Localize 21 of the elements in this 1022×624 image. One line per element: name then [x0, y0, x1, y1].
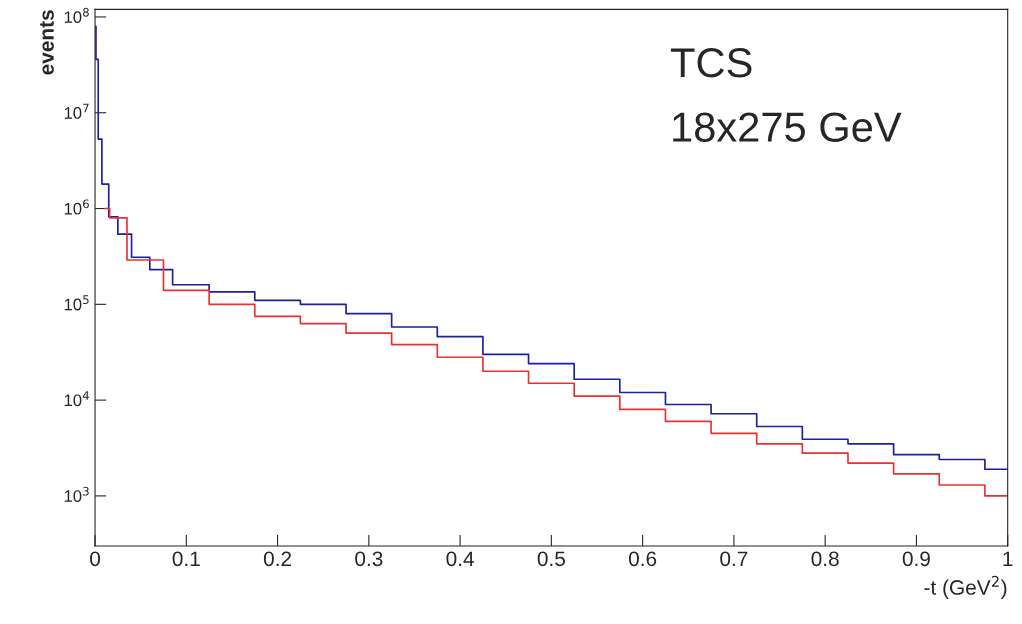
x-tick-label: 1 [1003, 551, 1013, 566]
y-axis-title: events [40, 10, 54, 75]
x-tick-label: 0.8 [811, 551, 839, 567]
x-tick-label: 0 [90, 551, 101, 567]
annotation: 18x275 GeV [673, 112, 902, 142]
x-tick-label: 0.1 [172, 551, 200, 567]
x-tick-label: 0.2 [263, 551, 292, 567]
y-tick-label: 10$^{4}$ [64, 391, 89, 407]
x-tick-label: 0.3 [355, 551, 383, 567]
y-tick-label: 10$^{5}$ [64, 295, 89, 311]
x-tick-label: 0.7 [720, 551, 748, 567]
y-tick-label: 10$^{8}$ [64, 7, 89, 24]
y-tick-label: 10$^{3}$ [64, 486, 89, 502]
x-axis-title: -t (GeV$^{2}$) [924, 575, 1007, 599]
x-tick-label: 0.6 [628, 551, 657, 567]
x-tick-label: 0.4 [446, 551, 474, 567]
x-tick-label: 0.9 [902, 551, 930, 567]
x-tick-label: 0.5 [537, 551, 565, 567]
annotation: TCS [670, 48, 752, 78]
y-tick-label: 10$^{6}$ [64, 199, 89, 215]
y-tick-label: 10$^{7}$ [64, 103, 89, 119]
